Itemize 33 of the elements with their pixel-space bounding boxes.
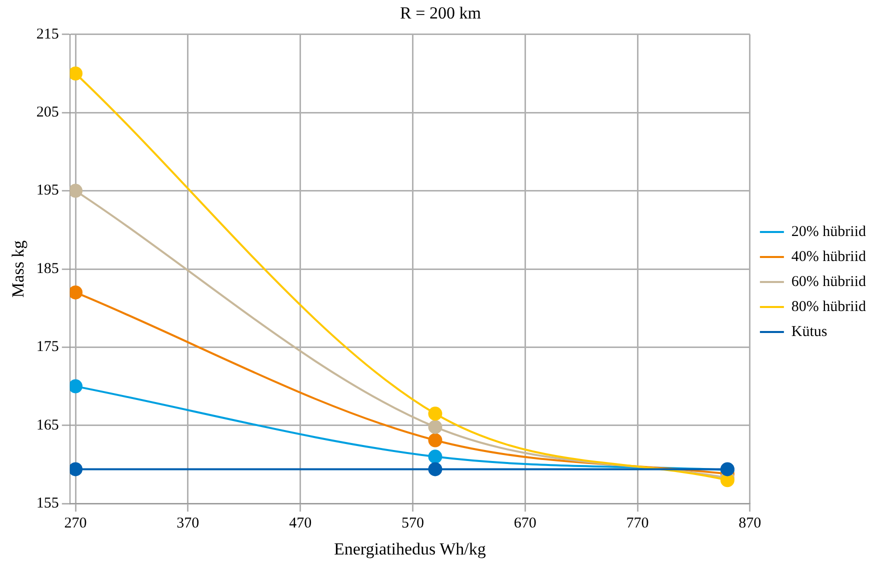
point [428, 433, 442, 448]
chart-title: R = 200 km [400, 4, 481, 23]
x-tick-label: 770 [626, 516, 649, 532]
legend-label: 20% hübriid [791, 224, 866, 240]
point [428, 462, 442, 476]
y-tick-label: 205 [36, 104, 59, 121]
y-tick-label: 175 [36, 339, 59, 356]
point [428, 450, 442, 464]
legend-label: Kütus [791, 324, 828, 340]
y-tick-label: 185 [36, 260, 59, 277]
point [428, 420, 442, 434]
x-tick-label: 270 [64, 516, 87, 532]
x-axis-title: Energiatihedus Wh/kg [334, 539, 486, 558]
x-tick-label: 370 [176, 516, 200, 532]
point [70, 66, 83, 80]
y-axis-title: Mass kg [8, 240, 28, 298]
x-tick-label: 870 [738, 516, 762, 532]
legend-label: 40% hübriid [791, 248, 866, 265]
point [70, 379, 83, 394]
x-tick-label: 470 [289, 516, 312, 532]
y-tick-label: 195 [36, 182, 59, 199]
point [70, 285, 83, 300]
point [70, 462, 83, 476]
x-tick-label: 670 [514, 516, 536, 532]
y-tick-label: 165 [36, 417, 59, 434]
point [720, 473, 734, 488]
x-tick-label: 570 [401, 516, 424, 532]
legend-label: 60% hübriid [791, 274, 866, 290]
point [428, 406, 442, 421]
legend-label: 80% hübriid [791, 298, 866, 315]
y-tick-label: 215 [36, 26, 59, 42]
y-tick-label: 155 [36, 496, 59, 512]
point [70, 184, 83, 198]
